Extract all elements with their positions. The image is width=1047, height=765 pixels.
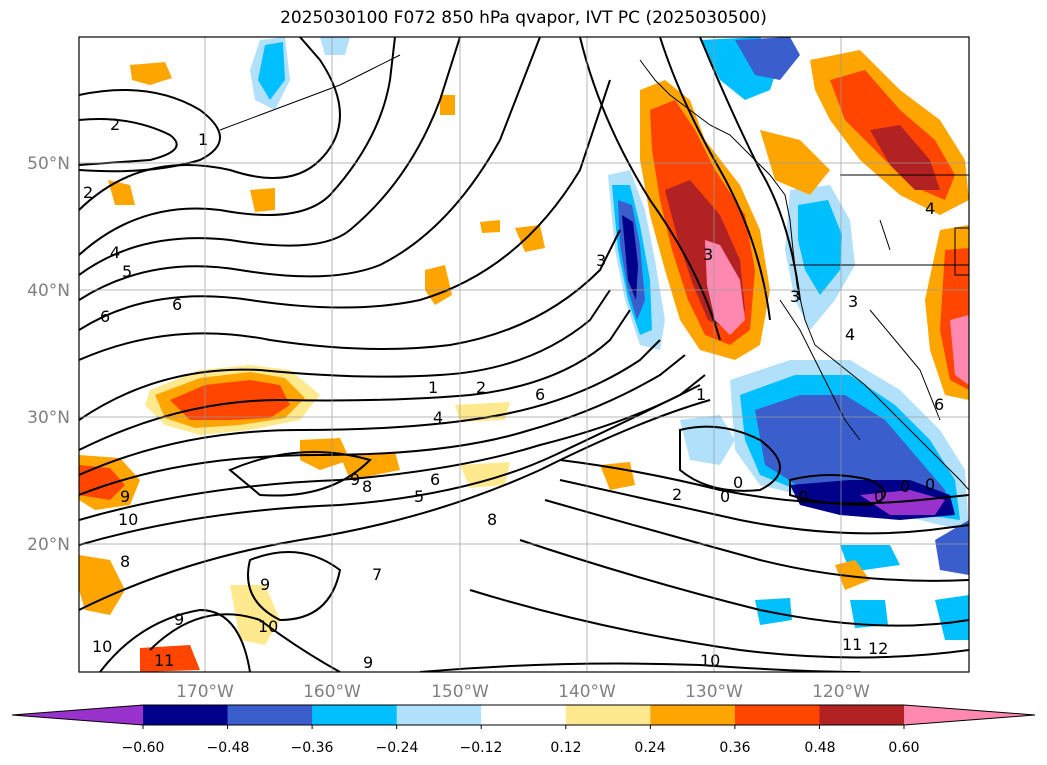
contour-label: 10 (92, 637, 112, 656)
contour-label: 3 (703, 245, 713, 264)
contour-label: 6 (934, 395, 944, 414)
contour-label: 9 (350, 470, 360, 489)
contour-label: 0 (900, 477, 910, 496)
colorbar-extend-low (12, 705, 143, 725)
colorbar-tick-label: 0.36 (719, 740, 750, 756)
contour-label: 9 (120, 487, 130, 506)
map-frame (78, 36, 970, 673)
contour-label: 4 (845, 325, 855, 344)
colorbar-tick-labels: −0.60 −0.48 −0.36 −0.24 −0.12 0.12 0.24 … (122, 740, 920, 756)
contour-label: 10 (118, 510, 138, 529)
contour-label: 2 (672, 485, 682, 504)
contour-label: 9 (260, 575, 270, 594)
contour-label: 8 (120, 552, 130, 571)
contour-label: 8 (487, 510, 497, 529)
lon-labels: 170°W 160°W 150°W 140°W 130°W 120°W (176, 682, 870, 702)
contour-label: 6 (172, 295, 182, 314)
lon-label: 160°W (303, 682, 361, 702)
lat-label: 30°N (27, 408, 70, 428)
contour-label: 1 (696, 385, 706, 404)
map-title: 2025030100 F072 850 hPa qvapor, IVT PC (… (280, 8, 767, 28)
colorbar-segment (481, 705, 567, 725)
contour-label: 6 (430, 470, 440, 489)
colorbar-tick-label: 0.48 (804, 740, 835, 756)
lon-label: 170°W (176, 682, 234, 702)
contour-label: 11 (842, 635, 862, 654)
lon-label: 140°W (558, 682, 616, 702)
colorbar-segment (734, 705, 820, 725)
colorbar-extend-high (904, 705, 1035, 725)
contour-label: 0 (720, 487, 730, 506)
colorbar (11, 704, 1036, 729)
contour-label: 0 (925, 475, 935, 494)
lon-label: 150°W (431, 682, 489, 702)
contour-label: 9 (363, 653, 373, 672)
contour-label: 7 (372, 565, 382, 584)
colorbar-tick-label: −0.24 (376, 740, 419, 756)
contour-label: 3 (848, 292, 858, 311)
lat-labels: 50°N 40°N 30°N 20°N (27, 154, 70, 555)
lat-label: 50°N (27, 154, 70, 174)
contour-label: 1 (198, 130, 208, 149)
lon-label: 120°W (812, 682, 870, 702)
colorbar-tick-label: 0.60 (888, 740, 919, 756)
colorbar-segment (650, 705, 736, 725)
colorbar-segment (143, 705, 229, 725)
contour-label: 6 (100, 307, 110, 326)
contour-label: 9 (174, 610, 184, 629)
contour-label: 3 (790, 287, 800, 306)
colorbar-segment (819, 705, 905, 725)
contour-labels: 2 1 2 4 5 6 6 1 2 4 6 9 8 5 6 8 9 10 8 9… (83, 115, 944, 672)
ivt-contours (79, 37, 969, 672)
contour-label: 2 (83, 183, 93, 202)
contour-label: 5 (122, 262, 132, 281)
contour-label: 0 (798, 487, 808, 506)
contour-label: 4 (925, 199, 935, 218)
colorbar-tick-label: −0.48 (207, 740, 250, 756)
colorbar-segment (227, 705, 313, 725)
contour-label: 0 (874, 487, 884, 506)
contour-label: 12 (868, 639, 888, 658)
colorbar-segment (396, 705, 482, 725)
contour-label: 10 (700, 651, 720, 670)
contour-label: 6 (535, 385, 545, 404)
colorbar-tick-label: −0.36 (291, 740, 334, 756)
colorbar-tick-label: −0.12 (460, 740, 503, 756)
colorbar-segment (312, 705, 398, 725)
contour-label: 8 (362, 477, 372, 496)
contour-label: 2 (110, 115, 120, 134)
contour-label: 3 (596, 251, 606, 270)
contour-label: 10 (258, 617, 278, 636)
colorbar-tick-label: 0.12 (550, 740, 581, 756)
lat-label: 40°N (27, 281, 70, 301)
lon-label: 130°W (685, 682, 743, 702)
contour-label: 0 (733, 473, 743, 492)
contour-label: 4 (110, 243, 120, 262)
lat-label: 20°N (27, 535, 70, 555)
gridlines (79, 37, 969, 672)
colorbar-tick-label: −0.60 (122, 740, 165, 756)
contour-label: 1 (428, 378, 438, 397)
contour-label: 2 (476, 378, 486, 397)
contour-label: 5 (414, 487, 424, 506)
anomaly-shading (79, 37, 969, 672)
colorbar-tick-label: 0.24 (634, 740, 665, 756)
colorbar-segment (565, 705, 651, 725)
contour-label: 11 (154, 651, 174, 670)
